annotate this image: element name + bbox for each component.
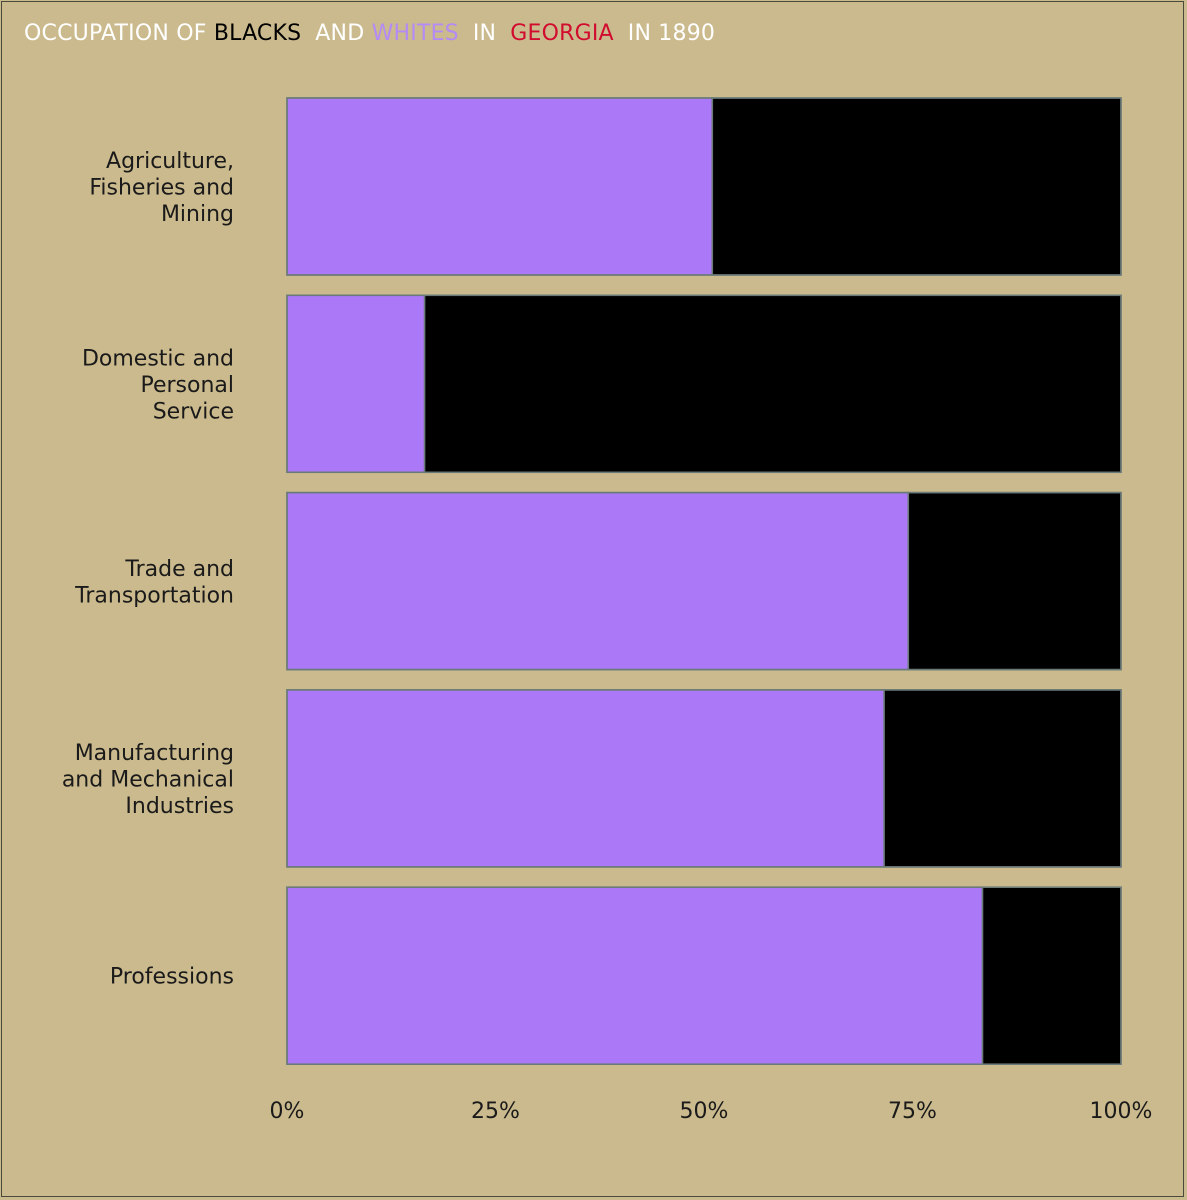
category-label: Manufacturing and Mechanical Industries: [62, 741, 234, 819]
bar-segment-whites: [286, 491, 910, 671]
x-tick-label: 100%: [1090, 1099, 1153, 1124]
bar-segment-blacks: [423, 294, 1122, 474]
bar-segment-blacks: [907, 491, 1122, 671]
title-part-blacks: BLACKS: [213, 21, 302, 46]
category-label: Domestic and Personal Service: [82, 346, 234, 424]
bar-outline: [286, 294, 1122, 474]
title-part-year: IN 1890: [627, 21, 716, 46]
title-part-whites: WHITES: [371, 21, 459, 46]
title-part-and: AND: [315, 21, 365, 46]
x-tick-label: 75%: [888, 1099, 937, 1124]
title-part-occupation: OCCUPATION OF: [24, 21, 207, 46]
bar-segment-whites: [286, 97, 714, 276]
x-tick-label: 50%: [680, 1099, 729, 1124]
bar-outline: [286, 886, 1122, 1065]
category-label: Agriculture, Fisheries and Mining: [89, 149, 234, 227]
bar-segment-blacks: [883, 689, 1122, 868]
category-label: Professions: [110, 965, 234, 990]
bar-segment-whites: [286, 689, 885, 868]
title-part-georgia: GEORGIA: [510, 21, 614, 46]
bar-outline: [286, 97, 1122, 276]
title-part-in: IN: [472, 21, 497, 46]
x-tick-label: 25%: [471, 1099, 520, 1124]
bar-segment-whites: [286, 294, 426, 474]
bar-segment-whites: [286, 886, 984, 1065]
bar-outline: [286, 689, 1122, 868]
bar-segment-blacks: [711, 97, 1122, 276]
x-tick-label: 0%: [270, 1099, 305, 1124]
bar-outline: [286, 491, 1122, 671]
category-label: Trade and Transportation: [74, 557, 234, 609]
chart-title: OCCUPATION OF BLACKS AND WHITES IN GEORGIA I…: [24, 20, 715, 48]
bar-segment-blacks: [981, 886, 1122, 1065]
